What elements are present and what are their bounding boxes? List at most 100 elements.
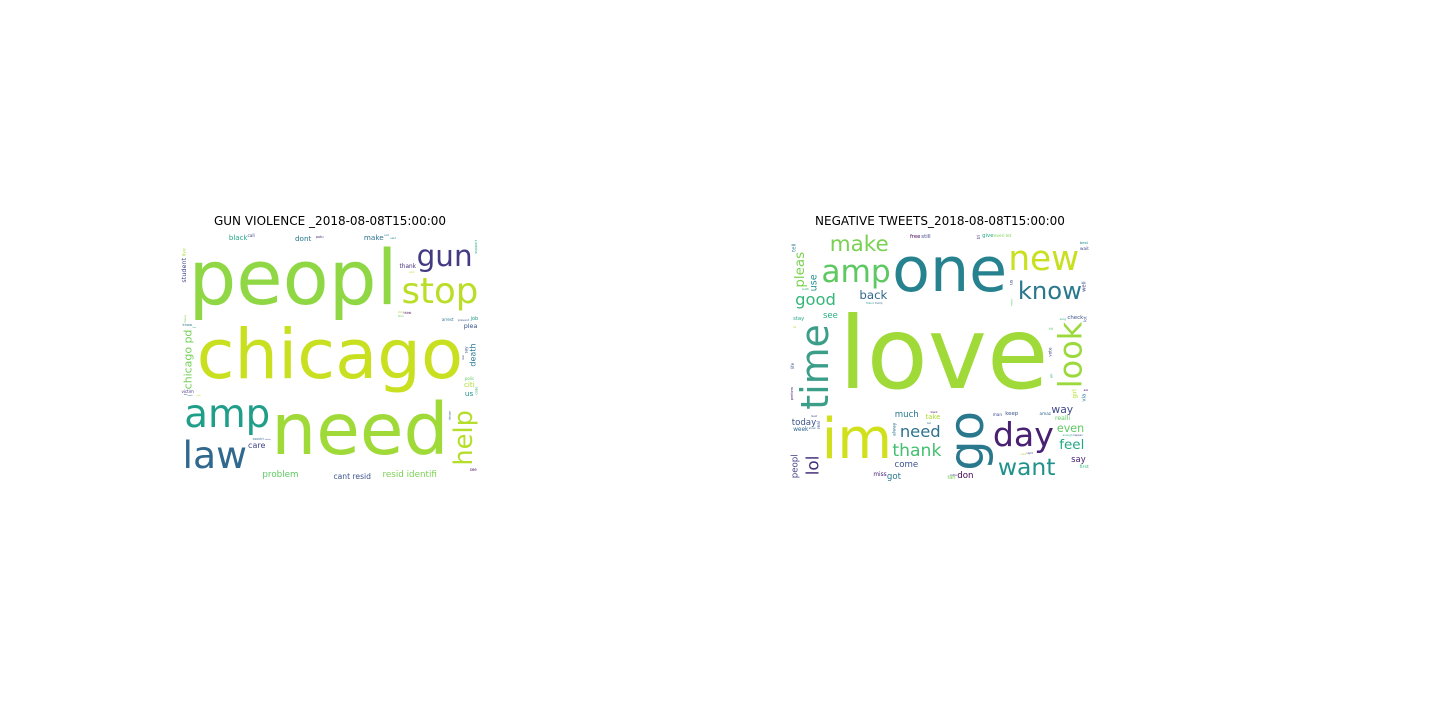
word: much bbox=[894, 410, 919, 421]
word: prevent bbox=[457, 317, 469, 322]
word: via bbox=[1081, 393, 1088, 402]
word: lol bbox=[801, 455, 822, 475]
word: gun bbox=[416, 239, 473, 274]
word: peopl bbox=[188, 234, 398, 323]
word: first bbox=[1079, 465, 1089, 471]
word: say bbox=[463, 346, 469, 354]
word: know bbox=[182, 322, 193, 327]
word: sure bbox=[1020, 452, 1027, 456]
word: call bbox=[247, 233, 255, 239]
word: pleas bbox=[792, 251, 809, 288]
word: enough bbox=[1062, 434, 1073, 438]
word: pretti bbox=[801, 287, 809, 291]
word: new bbox=[1008, 238, 1080, 279]
word: think bbox=[403, 311, 412, 316]
word: ask bbox=[1083, 388, 1089, 392]
word: resid identifi bbox=[382, 469, 437, 480]
word: us bbox=[464, 389, 474, 399]
word: night bbox=[1026, 452, 1033, 456]
word: violent bbox=[264, 437, 271, 440]
word: got bbox=[886, 471, 902, 482]
word: miss bbox=[873, 472, 887, 479]
wordcloud-negative-tweets: love one go im day amp know time new want make than… bbox=[790, 233, 1090, 483]
word: shot bbox=[398, 310, 403, 314]
word: don bbox=[462, 354, 466, 360]
word: look bbox=[1051, 321, 1090, 389]
word: twitter bbox=[950, 473, 958, 476]
word: happen bbox=[1073, 434, 1083, 438]
word: even bbox=[1056, 422, 1085, 436]
word: black bbox=[228, 233, 248, 242]
word: best bbox=[1079, 240, 1088, 246]
word: song bbox=[1059, 317, 1067, 321]
word: friend bbox=[866, 301, 874, 305]
word: man bbox=[992, 411, 1003, 417]
word: today bbox=[791, 417, 817, 428]
word: victim bbox=[181, 389, 194, 394]
word: time bbox=[793, 323, 838, 410]
word: way bbox=[1051, 402, 1074, 416]
word: see bbox=[469, 466, 477, 472]
word: real bbox=[815, 421, 821, 429]
word: tell bbox=[791, 243, 798, 252]
word: us bbox=[1009, 279, 1015, 286]
word: vote bbox=[1047, 346, 1053, 357]
word: don bbox=[957, 470, 974, 481]
word: show bbox=[808, 427, 816, 431]
word: im bbox=[821, 407, 893, 473]
word: need bbox=[271, 387, 449, 471]
word: live bbox=[182, 248, 188, 257]
word: everi let bbox=[993, 233, 1012, 239]
word: care bbox=[248, 440, 266, 450]
word: code bbox=[474, 386, 479, 396]
word: check bbox=[1067, 315, 1084, 322]
word: good bbox=[795, 290, 836, 310]
word: countri bbox=[252, 437, 264, 441]
word: one bbox=[892, 233, 1008, 306]
word: bad bbox=[926, 421, 931, 424]
wordcloud-panel-gun-violence: GUN VIOLENCE _2018-08-08T15:00:00 chicag… bbox=[180, 212, 480, 483]
word: thank bbox=[892, 440, 942, 461]
word: oh bbox=[1048, 373, 1054, 379]
word: love bbox=[838, 295, 1049, 413]
word: chang bbox=[182, 315, 187, 324]
word: stay bbox=[793, 315, 805, 322]
wordcloud-panel-negative-tweets: NEGATIVE TWEETS_2018-08-08T15:00:00 love… bbox=[790, 212, 1090, 483]
word: plea bbox=[463, 321, 478, 330]
word: trump bbox=[874, 302, 883, 306]
word: job bbox=[470, 316, 479, 323]
word: potu bbox=[315, 234, 324, 239]
word: feel bbox=[1059, 436, 1085, 453]
word: go bbox=[939, 410, 995, 471]
word: peopl bbox=[790, 454, 801, 479]
word: week bbox=[793, 426, 809, 433]
word: time bbox=[397, 314, 404, 318]
word: day bbox=[992, 414, 1054, 454]
word: student bbox=[180, 257, 189, 283]
word: law bbox=[182, 433, 248, 478]
word: wait bbox=[1080, 245, 1089, 251]
word: hit bbox=[1048, 326, 1053, 331]
word: stop bbox=[401, 270, 479, 312]
word: take bbox=[925, 413, 941, 422]
word: thank bbox=[399, 263, 417, 270]
word: old bbox=[792, 326, 797, 329]
word: say bbox=[1071, 453, 1086, 464]
word: realli bbox=[1054, 415, 1071, 423]
word: amp bbox=[821, 253, 891, 290]
word: lose bbox=[192, 325, 197, 328]
word: know bbox=[1017, 276, 1082, 306]
word: end bbox=[384, 233, 389, 237]
word: ban bbox=[183, 393, 188, 396]
word: still bbox=[921, 233, 931, 240]
word: polic bbox=[464, 375, 475, 381]
word: want bbox=[997, 453, 1056, 482]
word: dont bbox=[294, 233, 312, 243]
word: death bbox=[468, 343, 478, 367]
word: amp bbox=[184, 392, 271, 438]
word: support bbox=[473, 239, 478, 254]
word: well bbox=[1081, 280, 1088, 292]
word: keep bbox=[1005, 410, 1019, 417]
word: help bbox=[449, 409, 480, 466]
word: music bbox=[1010, 298, 1014, 306]
